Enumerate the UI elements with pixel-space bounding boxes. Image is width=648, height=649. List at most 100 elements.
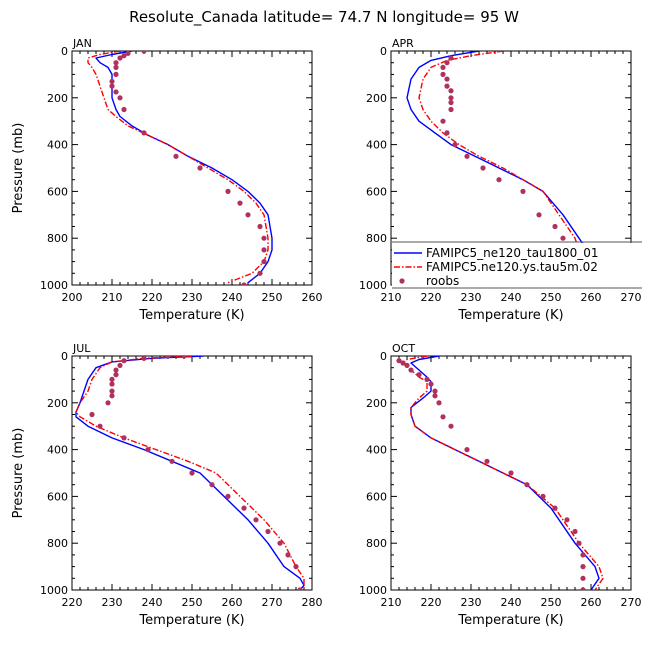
panel-label: OCT	[392, 342, 415, 355]
x-tick-label: 260	[581, 291, 602, 304]
x-tick-label: 240	[501, 596, 522, 609]
obs-point	[428, 381, 434, 387]
legend: FAMIPC5_ne120_tau1800_01FAMIPC5.ne120.ys…	[392, 241, 642, 289]
obs-point	[580, 564, 586, 570]
obs-point	[560, 235, 566, 241]
obs-point	[408, 367, 414, 373]
obs-point	[524, 482, 530, 488]
obs-point	[241, 505, 247, 511]
y-tick-label: 600	[47, 185, 68, 198]
y-tick-label: 400	[47, 444, 68, 457]
obs-point	[141, 356, 147, 361]
panel-oct: OCT 210 220 230 240 250 260 270 0 200 400 600 800 100…	[359, 342, 642, 628]
x-tick-label: 250	[262, 291, 283, 304]
panel-jan: JAN 200 210 220 230 240 250 260 0 200 400 600 800 100…	[11, 37, 323, 323]
obs-point	[480, 165, 486, 171]
obs-point	[109, 83, 115, 89]
obs-point	[169, 458, 175, 464]
obs-point	[277, 540, 283, 546]
obs-point	[496, 177, 502, 183]
obs-point	[440, 71, 446, 77]
x-tick-label: 210	[102, 291, 123, 304]
x-axis-label: Temperature (K)	[457, 308, 563, 323]
obs-point	[257, 270, 263, 276]
y-tick-label: 200	[366, 92, 387, 105]
obs-point	[576, 540, 582, 546]
obs-point	[440, 118, 446, 124]
obs-point	[189, 470, 195, 476]
obs-point	[145, 447, 151, 453]
x-tick-label: 240	[501, 291, 522, 304]
y-tick-label: 200	[47, 92, 68, 105]
x-tick-label: 210	[381, 596, 402, 609]
obs-point	[225, 493, 231, 499]
obs-point	[245, 212, 251, 218]
obs-point	[117, 362, 123, 368]
obs-point	[580, 587, 586, 590]
obs-point	[484, 458, 490, 464]
obs-point	[436, 400, 442, 406]
obs-point	[225, 188, 231, 194]
y-tick-label: 800	[366, 232, 387, 245]
obs-point	[125, 51, 131, 56]
series-line-1	[410, 356, 600, 590]
obs-point	[141, 51, 147, 54]
obs-point	[261, 259, 267, 265]
y-tick-label: 1000	[359, 279, 387, 292]
obs-point	[113, 372, 119, 378]
obs-point	[448, 99, 454, 106]
legend-background	[392, 243, 642, 287]
y-tick-label: 200	[366, 397, 387, 410]
obs-point	[580, 552, 586, 558]
x-tick-label: 260	[581, 596, 602, 609]
obs-point	[89, 411, 95, 418]
y-axis-label: Pressure (mb)	[11, 123, 26, 214]
y-tick-label: 400	[47, 139, 68, 152]
x-tick-label: 230	[102, 596, 123, 609]
y-tick-label: 1000	[359, 584, 387, 597]
plot-frame	[71, 50, 313, 286]
obs-point	[253, 517, 259, 523]
series-line-1	[75, 356, 305, 590]
obs-point	[265, 528, 271, 535]
obs-point	[536, 212, 542, 218]
obs-point	[121, 435, 127, 441]
obs-point	[109, 388, 115, 394]
y-tick-label: 600	[366, 490, 387, 503]
x-axis-label: Temperature (K)	[138, 613, 244, 628]
x-tick-label: 260	[222, 596, 243, 609]
obs-point	[444, 76, 450, 82]
obs-point	[113, 367, 119, 373]
obs-point	[448, 88, 454, 94]
obs-point	[440, 414, 446, 420]
obs-point	[580, 575, 586, 581]
x-tick-label: 280	[302, 596, 323, 609]
panels: JAN 200 210 220 230 240 250 260 0 200 400 600 800 100…	[11, 37, 642, 628]
panel-jul: JUL 220 230 240 250 260 270 280 0 200 400 600 800 100…	[11, 342, 323, 628]
obs-point	[424, 376, 430, 382]
x-tick-label: 250	[182, 596, 203, 609]
y-tick-label: 0	[61, 45, 68, 58]
x-tick-label: 270	[621, 596, 642, 609]
obs-point	[105, 400, 111, 406]
obs-point	[444, 83, 450, 89]
obs-point	[109, 393, 115, 399]
obs-point	[117, 95, 123, 101]
panel-label: JUL	[72, 342, 91, 355]
series-line-2	[402, 356, 604, 590]
obs-point	[109, 381, 115, 387]
plot-data	[75, 356, 305, 590]
x-axis-label: Temperature (K)	[457, 613, 563, 628]
x-tick-label: 230	[461, 596, 482, 609]
x-tick-label: 220	[421, 291, 442, 304]
obs-point	[181, 356, 187, 359]
obs-point	[444, 130, 450, 136]
y-tick-label: 800	[47, 232, 68, 245]
obs-point	[452, 142, 458, 148]
obs-point	[117, 55, 123, 61]
obs-point	[404, 362, 410, 368]
obs-point	[121, 106, 127, 113]
x-tick-label: 230	[182, 291, 203, 304]
x-tick-label: 240	[222, 291, 243, 304]
